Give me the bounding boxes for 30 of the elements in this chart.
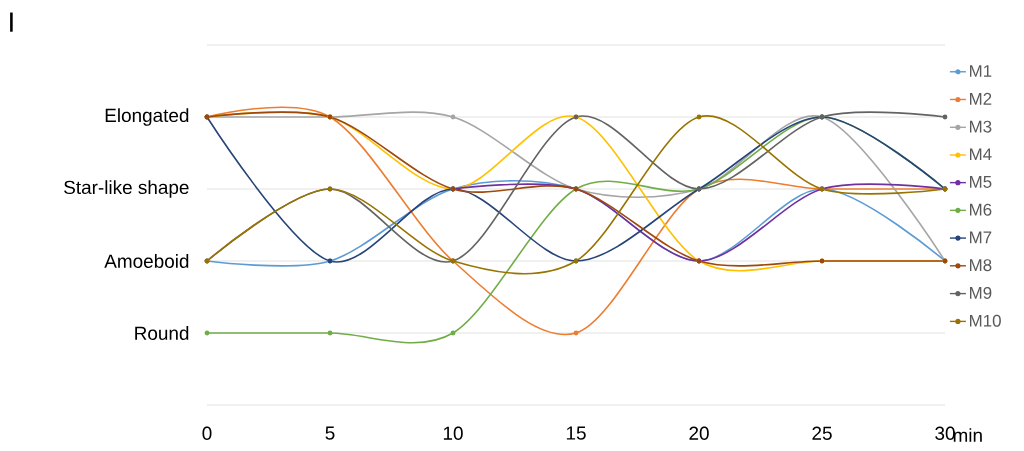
- legend-label: M4: [969, 148, 992, 161]
- point: [450, 330, 456, 336]
- x-tick-label: 0: [202, 426, 212, 440]
- x-tick-label: 20: [689, 426, 709, 440]
- text: Round: [135, 326, 189, 340]
- point: [450, 114, 456, 120]
- legend-label: M2: [969, 92, 992, 105]
- text: I: [10, 12, 13, 32]
- legend-label: M6: [969, 203, 992, 216]
- point: [327, 330, 333, 336]
- text: Elongated: [105, 108, 189, 126]
- legend-label: M10: [969, 314, 1001, 327]
- legend-label: M8: [969, 259, 992, 272]
- point: [573, 330, 579, 336]
- legend-label: M3: [969, 120, 992, 133]
- point: [204, 330, 210, 336]
- x-tick-label: 25: [812, 426, 832, 440]
- text: Amoeboid: [104, 254, 189, 268]
- point: [696, 114, 702, 120]
- x-tick-label: 30: [935, 426, 955, 440]
- legend-label: M9: [969, 286, 992, 299]
- legend-label: M1: [969, 65, 992, 77]
- legend-label: M5: [969, 176, 992, 188]
- x-tick-label: 10: [443, 426, 463, 440]
- x-tick-label: 15: [566, 426, 586, 440]
- legend-label: M7: [969, 231, 992, 244]
- text: Star-like shape: [64, 180, 189, 198]
- x-axis-title: min: [953, 428, 982, 442]
- point: [942, 114, 948, 120]
- x-tick-label: 5: [325, 426, 335, 440]
